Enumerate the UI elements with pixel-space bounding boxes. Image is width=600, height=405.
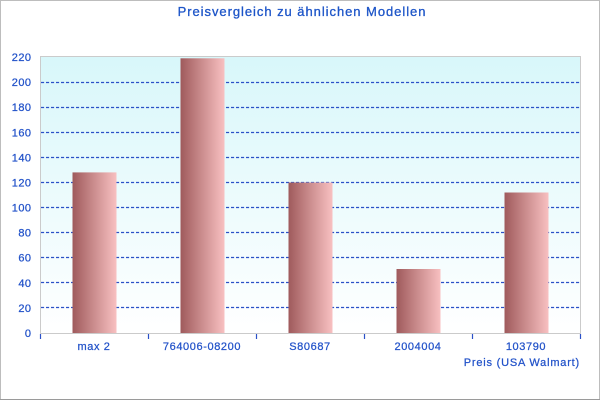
- svg-text:160: 160: [12, 127, 32, 139]
- svg-text:180: 180: [12, 102, 32, 114]
- svg-text:Preisvergleich zu ähnlichen Mo: Preisvergleich zu ähnlichen Modellen: [178, 4, 427, 19]
- svg-text:120: 120: [12, 178, 32, 190]
- svg-text:103790: 103790: [506, 341, 546, 353]
- svg-text:Preis (USA Walmart): Preis (USA Walmart): [464, 357, 580, 369]
- svg-text:764006-08200: 764006-08200: [163, 341, 241, 353]
- svg-text:max 2: max 2: [78, 341, 111, 353]
- svg-text:2004004: 2004004: [394, 341, 441, 353]
- svg-text:60: 60: [18, 253, 31, 265]
- svg-text:140: 140: [12, 152, 32, 164]
- svg-text:20: 20: [18, 303, 31, 315]
- svg-text:0: 0: [25, 328, 32, 340]
- svg-text:S80687: S80687: [289, 341, 331, 353]
- svg-text:100: 100: [12, 203, 32, 215]
- svg-text:220: 220: [12, 52, 32, 64]
- svg-text:80: 80: [18, 228, 31, 240]
- svg-text:200: 200: [12, 77, 32, 89]
- svg-text:40: 40: [18, 278, 31, 290]
